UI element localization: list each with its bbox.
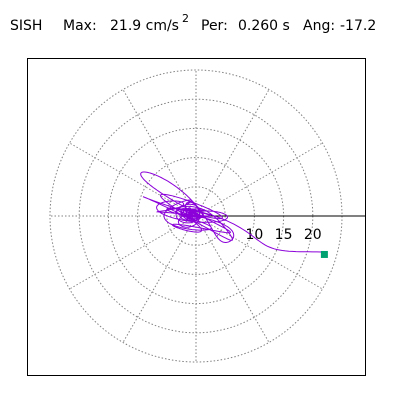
per-value: 0.260 s — [238, 18, 290, 34]
grid-spoke — [195, 89, 270, 217]
per-label: Per: — [201, 18, 228, 34]
ang-label: Ang: — [303, 18, 336, 34]
radial-tick-label: 15 — [275, 227, 293, 243]
marker-layer — [320, 250, 328, 258]
grid-spoke — [122, 215, 197, 343]
header-bar: SISH Max: 21.9 cm/s 2 Per: 0.260 s Ang: … — [0, 0, 400, 48]
radial-tick-label: 10 — [245, 227, 263, 243]
particle-motion-trace — [140, 171, 322, 253]
radial-tick-label: 20 — [304, 227, 322, 243]
max-exponent: 2 — [182, 12, 189, 25]
ang-value: -17.2 — [340, 18, 377, 34]
plot-frame — [27, 58, 366, 376]
grid-spoke — [195, 142, 323, 217]
trace-layer — [140, 171, 322, 253]
max-label: Max: — [63, 18, 97, 34]
grid-spoke — [69, 142, 197, 217]
station-name: SISH — [10, 18, 43, 34]
end-marker — [320, 250, 328, 258]
max-value: 21.9 cm/s — [110, 18, 179, 34]
radial-tick-labels: 10 15 20 — [245, 227, 321, 243]
grid-spoke — [122, 89, 197, 217]
grid-ring — [137, 157, 255, 275]
